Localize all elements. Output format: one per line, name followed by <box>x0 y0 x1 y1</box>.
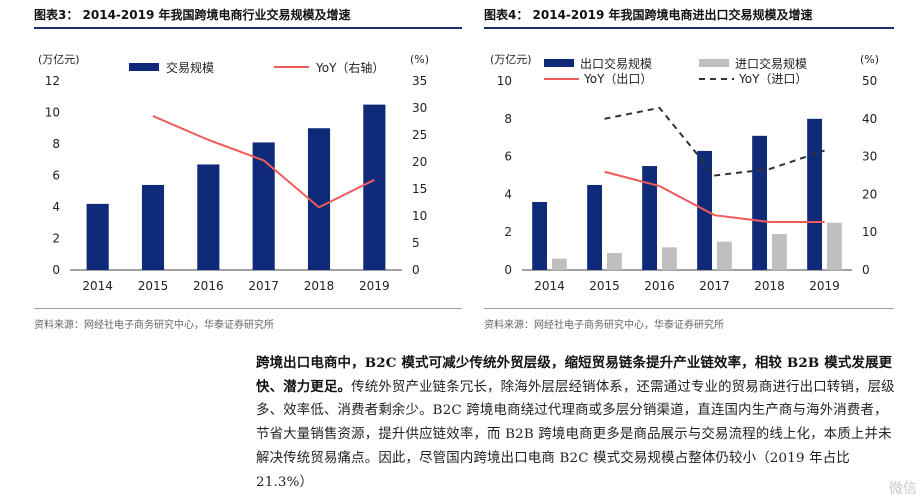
chart2-right-tick-3: 30 <box>862 150 877 164</box>
body-paragraph: 跨境出口电商中，B2C 模式可减少传统外贸层级，缩短贸易链条提升产业链效率，相较… <box>256 352 901 494</box>
figure-3-source-rule <box>34 308 462 309</box>
chart2-x-tick-2: 2016 <box>644 279 675 293</box>
chart2-bar-s1-2 <box>661 247 677 270</box>
chart2-left-tick-3: 6 <box>504 150 512 164</box>
chart1-left-tick-5: 10 <box>45 106 60 120</box>
figure-3-title: 图表3： 2014-2019 年我国跨境电商行业交易规模及增速 <box>34 8 351 22</box>
chart1-right-tick-7: 35 <box>412 74 427 88</box>
chart2-bar-s0-5 <box>807 118 823 270</box>
chart1-left-tick-1: 2 <box>52 232 60 246</box>
chart1-right-tick-3: 15 <box>412 182 427 196</box>
chart1-left-tick-3: 6 <box>52 169 60 183</box>
chart-4: (万亿元) (%) 0 2 4 6 8 10 0 10 20 30 40 50 2014 2015 2016 20… <box>490 53 879 293</box>
chart1-right-tick-6: 30 <box>412 101 427 115</box>
chart1-x-tick-0: 2014 <box>82 279 113 293</box>
chart2-line-s1 <box>604 106 825 177</box>
figure-3-title-rule <box>34 27 462 29</box>
chart1-x-tick-3: 2017 <box>248 279 279 293</box>
chart2-x-tick-1: 2015 <box>589 279 620 293</box>
chart2-x-tick-4: 2018 <box>754 279 785 293</box>
chart2-bar-s1-0 <box>551 258 567 270</box>
chart1-left-tick-6: 12 <box>45 74 60 88</box>
watermark: 微信 <box>889 481 917 497</box>
chart1-left-tick-0: 0 <box>52 263 60 277</box>
chart2-bar-s1-4 <box>771 234 787 270</box>
chart1-right-tick-5: 25 <box>412 128 427 142</box>
chart2-legend-bar1-swatch <box>699 59 729 67</box>
chart2-left-tick-4: 8 <box>504 112 512 126</box>
chart1-right-tick-2: 10 <box>412 209 427 223</box>
chart1-right-tick-0: 0 <box>412 263 420 277</box>
chart2-right-tick-5: 50 <box>862 74 877 88</box>
chart2-bar-s0-1 <box>587 184 603 270</box>
figure-4-title-rule <box>484 27 894 29</box>
chart1-bar-2 <box>197 164 220 270</box>
chart2-left-tick-2: 4 <box>504 187 512 201</box>
chart2-left-tick-1: 2 <box>504 225 512 239</box>
chart2-bar-s0-2 <box>642 166 658 270</box>
chart2-legend-bar1-label: 进口交易规模 <box>735 56 807 71</box>
chart2-right-tick-0: 0 <box>862 263 870 277</box>
figure-4-source: 资料来源：网经社电子商务研究中心，华泰证券研究所 <box>484 320 724 331</box>
chart1-bar-5 <box>363 104 386 270</box>
chart2-right-tick-1: 10 <box>862 225 877 239</box>
figure-4-title: 图表4： 2014-2019 年我国跨境电商进出口交易规模及增速 <box>484 8 813 22</box>
figure-4-source-rule <box>484 308 894 309</box>
figure-3-source: 资料来源：网经社电子商务研究中心，华泰证券研究所 <box>34 320 274 331</box>
chart1-right-unit: (%) <box>410 53 429 66</box>
chart1-x-tick-5: 2019 <box>359 279 390 293</box>
chart1-legend-bar-label: 交易规模 <box>166 60 214 75</box>
chart2-x-tick-3: 2017 <box>699 279 730 293</box>
chart2-bar-s1-1 <box>606 252 622 270</box>
chart2-right-tick-4: 40 <box>862 112 877 126</box>
chart2-x-tick-0: 2014 <box>534 279 565 293</box>
chart2-bar-s1-3 <box>716 241 732 270</box>
chart2-legend-line1-label: YoY（进口） <box>738 72 807 86</box>
chart1-right-tick-1: 5 <box>412 236 420 250</box>
chart1-left-tick-4: 8 <box>52 137 60 151</box>
chart1-legend-bar-swatch <box>129 63 159 71</box>
chart2-left-tick-5: 10 <box>497 74 512 88</box>
chart2-left-tick-0: 0 <box>504 263 512 277</box>
chart2-legend-line0-label: YoY（出口） <box>583 72 652 86</box>
chart2-right-tick-2: 20 <box>862 187 877 201</box>
paragraph-bold-lead: 跨境出口电商中，B2C 模式可减少传统外贸层级，缩短贸易链条提升产业链效率，相较… <box>256 355 893 395</box>
chart1-line-s0 <box>152 115 375 209</box>
chart1-bar-0 <box>86 203 109 270</box>
chart2-legend-bar0-swatch <box>544 59 574 67</box>
chart1-bar-1 <box>141 184 165 270</box>
chart1-x-tick-4: 2018 <box>304 279 335 293</box>
chart1-x-tick-2: 2016 <box>193 279 224 293</box>
chart2-line-s0 <box>604 170 825 223</box>
chart2-left-unit: (万亿元) <box>490 53 532 66</box>
chart2-bar-s0-0 <box>532 201 548 270</box>
chart2-right-unit: (%) <box>860 53 879 66</box>
chart1-bar-4 <box>307 128 331 270</box>
chart1-right-tick-4: 20 <box>412 155 427 169</box>
paragraph-body-text: 传统外贸产业链条冗长，除海外层层经销体系，还需通过专业的贸易商进行出口转销，层级… <box>256 379 895 490</box>
chart1-x-tick-1: 2015 <box>138 279 169 293</box>
chart2-x-tick-5: 2019 <box>809 279 840 293</box>
chart1-left-unit: (万亿元) <box>38 53 80 66</box>
chart1-bar-3 <box>252 142 275 270</box>
chart1-legend-line-label: YoY（右轴） <box>315 60 384 75</box>
chart2-bar-s0-4 <box>752 135 768 270</box>
chart2-bar-s1-5 <box>826 222 842 270</box>
chart2-legend-bar0-label: 出口交易规模 <box>580 56 652 71</box>
chart-3: (万亿元) (%) 0 2 4 6 8 10 12 0 5 10 15 20 25 30 35 2014 2015 2… <box>38 53 429 293</box>
chart1-left-tick-2: 4 <box>52 200 60 214</box>
